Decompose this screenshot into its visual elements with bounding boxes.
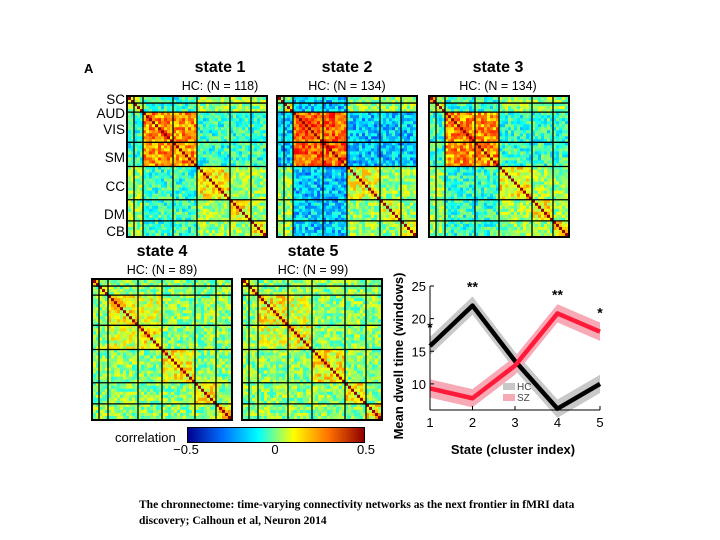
state-5-title: state 5 bbox=[287, 243, 339, 260]
state-4-matrix bbox=[91, 278, 233, 421]
chart-y-tick-label: 10 bbox=[412, 377, 426, 392]
state-2-subtitle: HC: (N = 134) bbox=[308, 79, 386, 93]
significance-marker: * bbox=[597, 305, 603, 321]
state-5-matrix bbox=[241, 278, 383, 421]
legend-swatch-sz bbox=[503, 394, 515, 401]
chart-x-tick-label: 3 bbox=[511, 415, 518, 430]
significance-marker: * bbox=[427, 319, 433, 335]
legend-swatch-hc bbox=[503, 383, 515, 390]
state-1-matrix bbox=[126, 95, 268, 238]
network-label-dm: DM bbox=[104, 207, 125, 222]
state-4-title: state 4 bbox=[136, 243, 188, 260]
colorbar-tick-max: 0.5 bbox=[356, 442, 376, 457]
state-4-subtitle: HC: (N = 89) bbox=[126, 263, 198, 277]
state-1-title: state 1 bbox=[194, 59, 246, 76]
colorbar-tick-min: −0.5 bbox=[173, 442, 199, 457]
legend-label-hc: HC bbox=[517, 382, 531, 393]
chart-y-tick-label: 25 bbox=[412, 279, 426, 294]
chart-x-axis-label: State (cluster index) bbox=[451, 442, 575, 457]
network-label-sm: SM bbox=[104, 150, 125, 165]
panel-letter: A bbox=[84, 61, 94, 76]
state-5-subtitle: HC: (N = 99) bbox=[277, 263, 349, 277]
network-label-vis: VIS bbox=[103, 122, 125, 137]
network-label-aud: AUD bbox=[96, 106, 125, 121]
state-3-matrix bbox=[428, 95, 570, 238]
network-label-cb: CB bbox=[106, 224, 125, 239]
state-2-matrix bbox=[276, 95, 418, 238]
state-3-subtitle: HC: (N = 134) bbox=[459, 79, 537, 93]
state-2-title: state 2 bbox=[321, 59, 373, 76]
network-label-cc: CC bbox=[105, 179, 126, 194]
chart-y-axis-label: Mean dwell time (windows) bbox=[391, 273, 406, 440]
colorbar-tick-zero: 0 bbox=[271, 442, 279, 457]
chart-x-tick-label: 4 bbox=[554, 415, 561, 430]
state-1-subtitle: HC: (N = 118) bbox=[181, 79, 259, 93]
series-sz-band bbox=[430, 304, 600, 408]
chart-y-tick-label: 15 bbox=[412, 344, 426, 359]
chart-x-tick-label: 5 bbox=[596, 415, 603, 430]
significance-marker: ** bbox=[467, 279, 478, 295]
legend-label-sz: SZ bbox=[517, 393, 530, 404]
chart-y-tick-label: 20 bbox=[412, 312, 426, 327]
network-label-sc: SC bbox=[106, 92, 125, 107]
chart-x-tick-label: 1 bbox=[426, 415, 433, 430]
significance-marker: ** bbox=[552, 286, 563, 302]
chart-x-tick-label: 2 bbox=[469, 415, 476, 430]
figure-caption: The chronnectome: time-varying connectiv… bbox=[139, 499, 575, 527]
colorbar bbox=[187, 427, 365, 443]
state-3-title: state 3 bbox=[472, 59, 524, 76]
colorbar-label: correlation bbox=[115, 430, 176, 445]
